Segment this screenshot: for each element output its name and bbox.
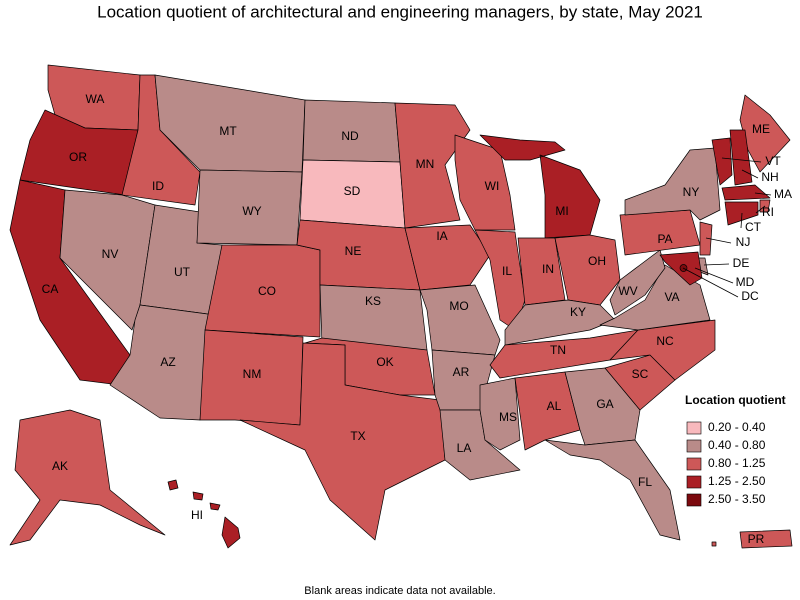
state-label: AK xyxy=(52,459,68,473)
state-label: ID xyxy=(152,179,164,193)
state-label: NE xyxy=(345,244,362,258)
state-shape xyxy=(711,137,733,186)
state-shape xyxy=(167,479,241,549)
state-shape xyxy=(554,234,621,306)
state-label: PA xyxy=(657,232,672,246)
legend-swatch xyxy=(686,439,702,453)
legend: Location quotient 0.20 - 0.40 0.40 - 0.80… xyxy=(685,393,786,507)
state-shape xyxy=(721,184,771,201)
legend-swatch xyxy=(686,457,702,471)
state-shape xyxy=(624,147,721,221)
state-label: OK xyxy=(376,355,393,369)
state-label: AZ xyxy=(160,355,175,369)
state-label: DE xyxy=(733,256,750,270)
state-label: MN xyxy=(416,157,435,171)
leader-line xyxy=(741,169,759,179)
state-label: OH xyxy=(588,254,606,268)
state-label: WA xyxy=(86,92,105,106)
legend-title: Location quotient xyxy=(685,393,786,407)
state-shape xyxy=(711,529,793,549)
state-label: VA xyxy=(664,290,679,304)
states xyxy=(9,64,793,549)
state-label: SC xyxy=(632,367,649,381)
state-label: MO xyxy=(449,299,468,313)
state-label: NM xyxy=(243,367,262,381)
state-label: ME xyxy=(752,122,770,136)
state-label: UT xyxy=(174,265,191,279)
state-label: CA xyxy=(42,282,59,296)
state-label: AL xyxy=(547,399,562,413)
legend-swatch xyxy=(686,493,702,507)
state-label: MS xyxy=(499,410,517,424)
state-label: IN xyxy=(542,262,554,276)
state-shape xyxy=(9,409,166,546)
leader-line xyxy=(755,205,766,214)
state-label: NC xyxy=(656,334,674,348)
state-shape xyxy=(419,284,501,356)
state-label: SD xyxy=(344,184,361,198)
leader-line xyxy=(740,212,743,229)
state-shape xyxy=(739,94,791,173)
state-label: ND xyxy=(341,129,359,143)
state-label: MA xyxy=(774,187,792,201)
state-label: OR xyxy=(69,150,87,164)
legend-label: 0.80 - 1.25 xyxy=(708,456,766,470)
state-label: PR xyxy=(748,532,765,546)
state-label: CO xyxy=(258,284,276,298)
state-label: KS xyxy=(365,294,381,308)
state-shape xyxy=(729,129,753,186)
state-label: WY xyxy=(242,204,261,218)
legend-label: 0.40 - 0.80 xyxy=(708,438,766,452)
state-label: WI xyxy=(485,179,500,193)
state-label: NJ xyxy=(736,235,751,249)
state-label: DC xyxy=(741,289,759,303)
leader-line xyxy=(705,237,732,244)
state-label: WV xyxy=(618,284,637,298)
state-label: VT xyxy=(765,154,781,168)
state-label: TX xyxy=(350,429,365,443)
state-shape xyxy=(504,299,616,346)
state-label: GA xyxy=(596,397,613,411)
state-shape xyxy=(394,102,471,229)
state-label: RI xyxy=(762,205,774,219)
legend-label: 2.50 - 3.50 xyxy=(708,492,766,506)
legend-label: 1.25 - 2.50 xyxy=(708,474,766,488)
legend-swatch xyxy=(686,475,702,489)
map-title: Location quotient of architectural and e… xyxy=(97,2,703,21)
state-label: MD xyxy=(736,275,755,289)
leader-line xyxy=(703,263,730,266)
leader-line xyxy=(694,267,734,284)
state-label: LA xyxy=(457,441,472,455)
state-labels: WA OR CA ID NV UT AZ MT WY CO NM ND SD NE KS OK TX MN IA MO… xyxy=(42,92,792,546)
footnote: Blank areas indicate data not available. xyxy=(304,585,495,597)
state-shape xyxy=(454,134,516,231)
state-shape xyxy=(239,342,446,541)
state-label: AR xyxy=(453,365,470,379)
state-shape xyxy=(724,201,759,226)
state-label: IA xyxy=(436,229,447,243)
state-shape xyxy=(544,439,681,541)
state-label: IL xyxy=(502,264,512,278)
legend-swatch xyxy=(686,421,702,435)
state-label: KY xyxy=(570,305,586,319)
state-shape xyxy=(699,221,713,256)
leader-line xyxy=(754,192,772,196)
state-shape xyxy=(404,224,491,291)
leader-line xyxy=(682,267,739,298)
state-label: TN xyxy=(550,343,566,357)
state-label: NY xyxy=(683,185,700,199)
leader-line xyxy=(721,157,762,163)
state-label: MI xyxy=(555,204,568,218)
state-label: FL xyxy=(638,475,652,489)
state-label: HI xyxy=(191,508,203,522)
state-shape xyxy=(514,371,581,451)
state-label: NH xyxy=(761,170,778,184)
legend-label: 0.20 - 0.40 xyxy=(708,420,766,434)
state-label: MT xyxy=(219,124,237,138)
state-label: NV xyxy=(102,247,119,261)
state-label: CT xyxy=(745,220,762,234)
